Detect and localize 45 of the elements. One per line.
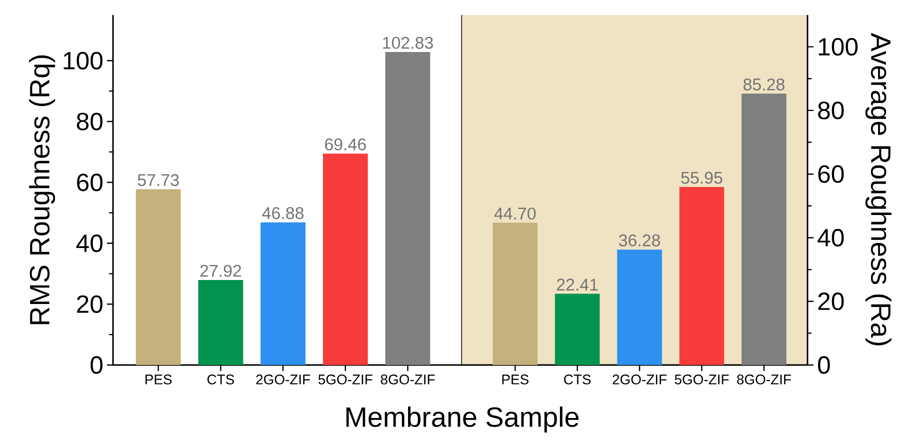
data-label: 46.88 [262, 207, 304, 220]
x-tick-label: 2GO-ZIF [256, 374, 310, 384]
y2-axis-title: Average Roughness (Ra) [865, 32, 892, 346]
data-label: 36.28 [618, 234, 660, 246]
data-label: 22.41 [557, 278, 598, 290]
y-tick-label: 40 [76, 234, 102, 252]
x-tick-label: 2GO-ZIF [612, 374, 667, 384]
y2-tick-label: 80 [818, 102, 844, 120]
bar [260, 222, 306, 365]
data-label: 55.95 [681, 172, 722, 184]
y-tick-label: 100 [64, 52, 102, 70]
y-tick-label: 0 [90, 356, 103, 374]
y-tick-label: 80 [76, 112, 102, 130]
x-tick-label: PES [146, 374, 172, 384]
data-label: 27.92 [200, 264, 242, 277]
y-tick-label: 20 [77, 295, 102, 313]
bar [322, 154, 368, 365]
data-label: 44.70 [494, 208, 536, 220]
x-axis-title: Membrane Sample [346, 406, 579, 433]
y2-tick-label: 100 [818, 38, 858, 56]
bar [554, 294, 600, 365]
bar [198, 280, 244, 365]
x-tick-label: CTS [207, 374, 234, 384]
data-label: 69.46 [325, 138, 366, 150]
y2-tick-label: 60 [818, 165, 844, 183]
x-tick-label: 5GO-ZIF [318, 374, 372, 384]
data-label: 85.28 [744, 78, 784, 90]
bar [679, 186, 724, 365]
y2-tick-label: 40 [818, 228, 844, 247]
bar [492, 222, 538, 365]
x-tick-label: 8GO-ZIF [737, 374, 791, 384]
x-tick-label: 5GO-ZIF [674, 374, 729, 384]
bar [136, 189, 181, 365]
y2-tick-label: 20 [818, 292, 844, 310]
bar [742, 94, 786, 365]
y2-tick-label: 0 [818, 356, 830, 374]
x-tick-label: PES [502, 374, 528, 384]
y-axis-title: RMS Roughness (Rq) [29, 55, 56, 324]
x-tick-label: CTS [564, 374, 591, 384]
data-label: 102.83 [383, 36, 433, 49]
data-label: 57.73 [138, 174, 179, 186]
bar [617, 250, 662, 365]
y-tick-label: 60 [77, 174, 102, 192]
x-tick-label: 8GO-ZIF [380, 374, 435, 384]
bar [385, 52, 430, 365]
